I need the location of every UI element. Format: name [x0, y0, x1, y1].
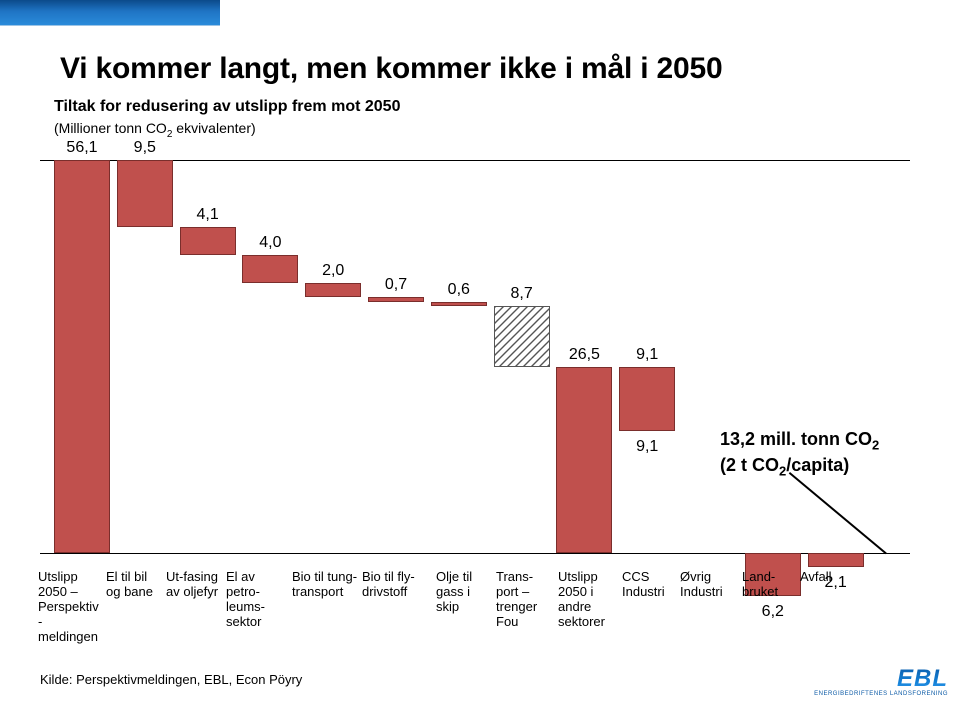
bar-value-label: 0,6	[432, 281, 486, 299]
category-row: Utslipp 2050 – Perspektiv-meldingenEl ti…	[38, 570, 928, 645]
bar-value-label: 4,1	[181, 206, 235, 224]
bar-value-label: 2,0	[306, 262, 360, 280]
category-label: Utslipp 2050 – Perspektiv-meldingen	[38, 570, 106, 645]
category-label: Bio til tung-transport	[292, 570, 362, 645]
bar: 4,0	[242, 255, 298, 283]
bar: 9,19,1	[619, 367, 675, 431]
annotation-main: 13,2 mill. tonn CO	[720, 429, 872, 449]
annotation-co2: 13,2 mill. tonn CO2 (2 t CO2/capita)	[720, 428, 879, 480]
category-label: El av petro-leums-sektor	[226, 570, 292, 645]
annotation-line2-pre: (2 t CO	[720, 455, 779, 475]
logo: EBL ENERGIBEDRIFTENES LANDSFORENING	[814, 665, 948, 697]
annotation-line2: (2 t CO2/capita)	[720, 455, 849, 475]
bar-value-label-secondary: 9,1	[620, 438, 674, 456]
bar: 0,7	[368, 297, 424, 302]
bar: 2,0	[305, 283, 361, 297]
waterfall-chart: 56,19,54,14,02,00,70,68,726,59,19,16,22,…	[40, 140, 920, 560]
bar: 4,1	[180, 227, 236, 256]
category-label: Øvrig Industri	[680, 570, 742, 645]
bar: 26,5	[556, 367, 612, 553]
bar-value-label: 8,7	[495, 285, 549, 303]
logo-mark: EBL	[897, 665, 948, 693]
category-label: Avfall	[800, 570, 854, 645]
header-strip	[0, 0, 220, 26]
bar: 0,6	[431, 302, 487, 306]
page-title: Vi kommer langt, men kommer ikke i mål i…	[60, 52, 722, 86]
category-label: Land-bruket	[742, 570, 800, 645]
bar-value-label: 9,1	[620, 346, 674, 364]
category-label: Olje til gass i skip	[436, 570, 496, 645]
annotation-line1: 13,2 mill. tonn CO2	[720, 429, 879, 449]
category-label: El til bil og bane	[106, 570, 166, 645]
source-line: Kilde: Perspektivmeldingen, EBL, Econ Pö…	[40, 672, 302, 687]
logo-tagline: ENERGIBEDRIFTENES LANDSFORENING	[814, 691, 948, 697]
bar-value-label: 0,7	[369, 276, 423, 294]
annotation-sub: 2	[872, 438, 879, 453]
category-label: Utslipp 2050 i andre sektorer	[558, 570, 622, 645]
subtitle-1: Tiltak for redusering av utslipp frem mo…	[54, 98, 400, 116]
bar-value-label: 9,5	[118, 139, 172, 157]
category-label: Trans-port – trenger Fou	[496, 570, 558, 645]
annotation-line2-post: /capita)	[786, 455, 849, 475]
subtitle-2: (Millioner tonn CO2 ekvivalenter)	[54, 120, 256, 140]
bar: 56,1	[54, 160, 110, 553]
bar: 9,5	[117, 160, 173, 227]
bar-value-label: 4,0	[243, 234, 297, 252]
bar: 2,1	[808, 553, 864, 568]
bar-value-label: 56,1	[55, 139, 109, 157]
bar-value-label: 26,5	[557, 346, 611, 364]
subtitle-2-post: ekvivalenter)	[172, 120, 255, 136]
category-label: Ut-fasing av oljefyr	[166, 570, 226, 645]
subtitle-2-pre: (Millioner tonn CO	[54, 120, 167, 136]
category-label: CCS Industri	[622, 570, 680, 645]
bar: 8,7	[494, 306, 550, 367]
category-label: Bio til fly-drivstoff	[362, 570, 436, 645]
